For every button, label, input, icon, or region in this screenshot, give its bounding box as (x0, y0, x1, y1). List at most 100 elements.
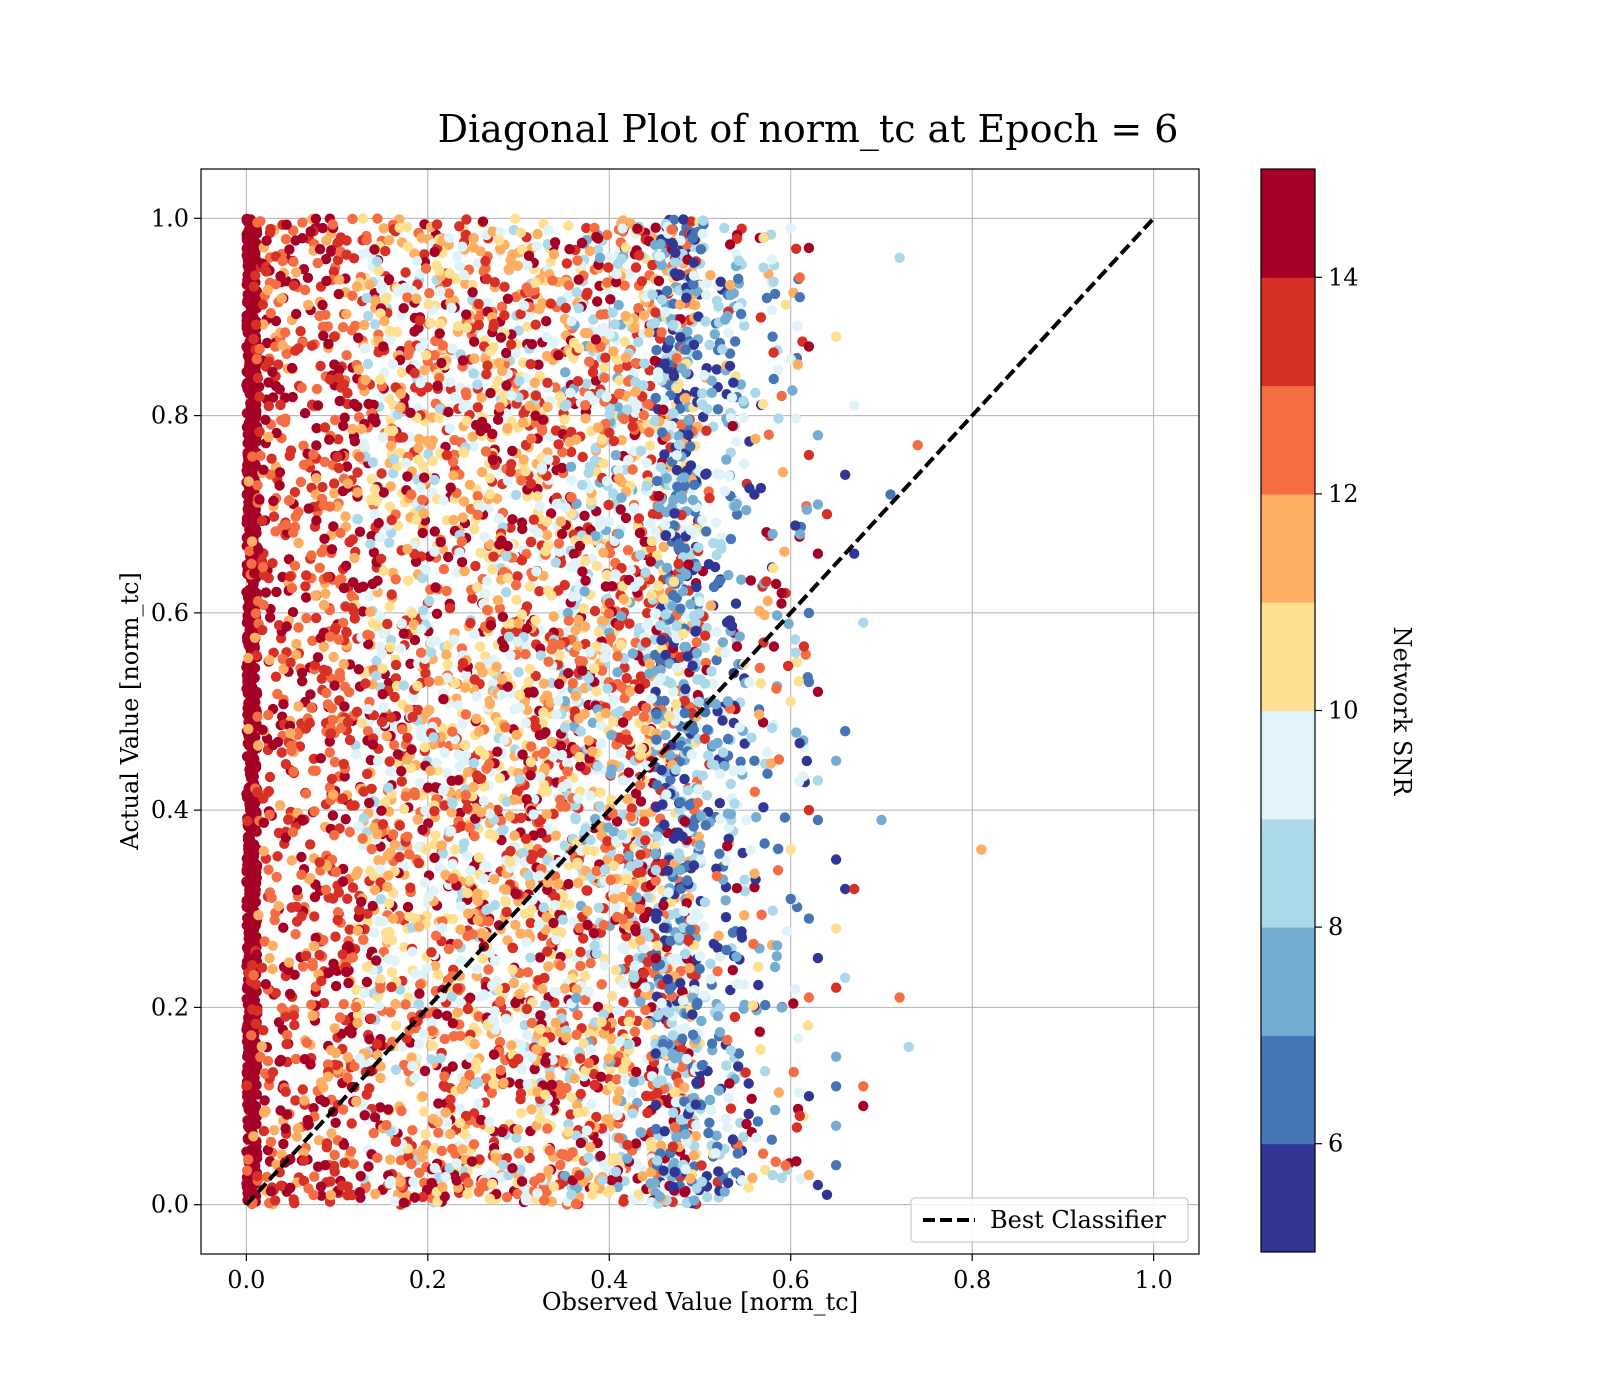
scatter-point (429, 526, 440, 537)
scatter-point (246, 400, 257, 412)
scatter-point (447, 1143, 458, 1155)
scatter-point (441, 1117, 453, 1128)
scatter-point (553, 678, 565, 690)
scatter-point (361, 976, 373, 988)
scatter-point (556, 1148, 567, 1160)
scatter-point (484, 1116, 495, 1128)
scatter-point (290, 267, 302, 278)
scatter-point (246, 558, 257, 569)
scatter-point (610, 902, 621, 913)
scatter-point (347, 213, 358, 225)
scatter-point (251, 1148, 263, 1159)
scatter-point (473, 726, 485, 737)
scatter-point (612, 1094, 623, 1106)
scatter-point (322, 571, 333, 583)
scatter-point (567, 678, 579, 689)
scatter-point (326, 773, 338, 785)
scatter-point (564, 244, 575, 255)
scatter-point (471, 770, 483, 781)
scatter-point (580, 555, 591, 567)
scatter-point (383, 235, 395, 246)
scatter-point (382, 881, 393, 892)
scatter-point (244, 832, 255, 844)
scatter-point (640, 724, 651, 735)
scatter-point (370, 319, 381, 330)
scatter-point (400, 457, 412, 469)
scatter-point (618, 413, 630, 425)
scatter-point (305, 839, 316, 850)
scatter-point (324, 374, 336, 385)
scatter-point (257, 562, 269, 573)
scatter-point (355, 1170, 366, 1182)
scatter-point (266, 453, 277, 464)
scatter-point (256, 962, 268, 973)
scatter-point (306, 702, 317, 713)
scatter-point (321, 275, 332, 287)
scatter-point (371, 955, 382, 966)
scatter-point (468, 233, 479, 244)
scatter-point (290, 929, 301, 940)
scatter-point (285, 1182, 296, 1194)
scatter-point (376, 716, 388, 728)
scatter-point (483, 964, 494, 975)
scatter-point (317, 299, 328, 311)
scatter-point (250, 896, 262, 908)
scatter-point (551, 498, 562, 510)
scatter-point (352, 401, 363, 412)
scatter-point (411, 256, 423, 267)
scatter-point (415, 482, 426, 493)
scatter-point (403, 575, 414, 586)
scatter-point (373, 517, 384, 529)
scatter-point (560, 367, 571, 378)
scatter-point (639, 816, 650, 827)
scatter-point (488, 1049, 500, 1060)
scatter-point (605, 632, 616, 644)
scatter-point (579, 510, 590, 521)
scatter-point (446, 807, 457, 818)
scatter-point (406, 744, 417, 755)
scatter-point (486, 1087, 497, 1099)
scatter-point (459, 1128, 470, 1140)
scatter-point (570, 624, 581, 636)
scatter-point (467, 431, 478, 442)
scatter-point (459, 566, 470, 577)
scatter-point (636, 866, 647, 878)
scatter-point (507, 942, 518, 953)
scatter-point (555, 794, 566, 805)
scatter-point (334, 667, 345, 679)
scatter-point (300, 581, 311, 592)
scatter-point (316, 673, 327, 684)
scatter-point (679, 948, 691, 960)
scatter-point (526, 1104, 537, 1115)
scatter-point (420, 1128, 431, 1140)
scatter-point (481, 763, 492, 774)
scatter-point (424, 288, 435, 299)
scatter-point (347, 290, 358, 301)
scatter-point (368, 1127, 379, 1139)
scatter-point (311, 612, 322, 624)
scatter-point (521, 937, 532, 948)
scatter-point (452, 983, 463, 994)
scatter-point (373, 855, 384, 866)
scatter-point (540, 1000, 551, 1011)
scatter-point (439, 1033, 450, 1045)
scatter-point (463, 1177, 474, 1188)
scatter-point (394, 820, 406, 831)
scatter-point (494, 773, 506, 784)
scatter-point (584, 986, 595, 997)
scatter-point (608, 694, 619, 705)
scatter-point (612, 1109, 623, 1121)
scatter-point (295, 326, 306, 337)
scatter-point (367, 457, 379, 468)
scatter-point (281, 219, 292, 230)
scatter-point (639, 358, 650, 369)
scatter-point (447, 858, 458, 870)
scatter-point (638, 310, 650, 321)
scatter-point (317, 481, 328, 493)
scatter-point (438, 564, 450, 575)
scatter-point (526, 433, 537, 444)
scatter-point (448, 514, 459, 526)
scatter-point (420, 563, 431, 575)
scatter-point (605, 294, 616, 305)
scatter-point (690, 1130, 702, 1142)
